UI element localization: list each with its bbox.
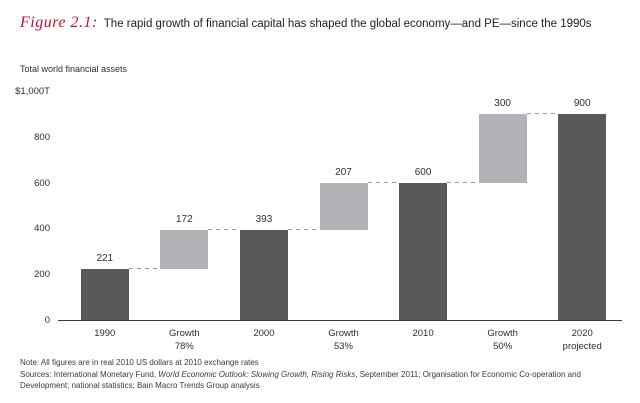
growth-bar [160,230,209,270]
x-axis-line [58,320,622,321]
x-category-label-line: 50% [493,340,513,352]
x-category-label-line: Growth [169,328,200,339]
bar-value-label: 600 [414,166,432,178]
x-category-label: 2020 projected [542,328,622,354]
note-line: Note: All figures are in real 2010 US do… [20,358,259,367]
x-category-label-line: projected [562,340,602,352]
source-text: , September 2011; Organisation for Econo… [20,369,582,391]
figure-number: Figure 2.1: [20,14,98,31]
source-text: Sources: International Monetary Fund, [20,369,159,379]
bar-value-label: 900 [573,97,591,109]
footnotes: Note: All figures are in real 2010 US do… [20,357,624,392]
y-tick-label: 800 [34,131,50,143]
x-category-label: Growth 78% [144,328,224,354]
x-category-label-line: 78% [174,340,194,352]
total-bar [558,113,607,320]
x-category-label: Growth 50% [463,328,543,354]
y-tick-label: 200 [34,269,50,281]
growth-bar [319,182,368,230]
source-publication-title: World Economic Outlook: Slowing Growth, … [158,369,356,379]
waterfall-chart: 0 200 400 600 800 $1,000T 221 1990 172 Growth 78% 3… [0,85,640,355]
y-tick-label: 0 [44,315,50,326]
y-tick-label: 400 [34,223,50,235]
y-axis-title: Total world financial assets [20,64,128,74]
x-category-label: Growth 53% [304,328,384,354]
connector-dashed-line [447,181,479,183]
x-category-label: 2010 [383,328,463,341]
figure-title: The rapid growth of financial capital ha… [103,18,592,30]
bar-value-label: 221 [96,253,114,265]
bar-value-label: 172 [176,214,193,225]
x-category-label-line: 2010 [412,328,434,339]
total-bar [80,269,129,320]
bar-value-label: 207 [335,166,352,178]
bar-value-label: 393 [255,214,273,225]
sources-line: Sources: International Monetary Fund, Wo… [20,369,624,392]
growth-bar [478,113,527,183]
x-category-label-line: Growth [328,328,359,339]
x-category-label-line: 2000 [253,328,275,339]
bar-value-label: 300 [494,97,511,109]
figure-header: Figure 2.1: The rapid growth of financial… [20,14,626,32]
connector-dashed-line [128,268,161,270]
x-category-label-line: 53% [333,340,353,352]
connector-dashed-line [287,229,320,230]
x-category-label: 2000 [224,328,304,341]
x-category-label: 1990 [65,328,145,341]
connector-dashed-line [208,229,240,230]
connector-dashed-line [526,112,559,114]
connector-dashed-line [367,181,400,183]
y-tick-label: 600 [34,177,50,189]
total-bar [239,230,288,320]
total-bar [399,182,448,320]
x-category-label-line: 1990 [94,328,116,339]
x-category-label-line: Growth [487,328,518,339]
x-category-label-line: 2020 [571,328,593,339]
y-tick-label: $1,000T [15,86,50,97]
